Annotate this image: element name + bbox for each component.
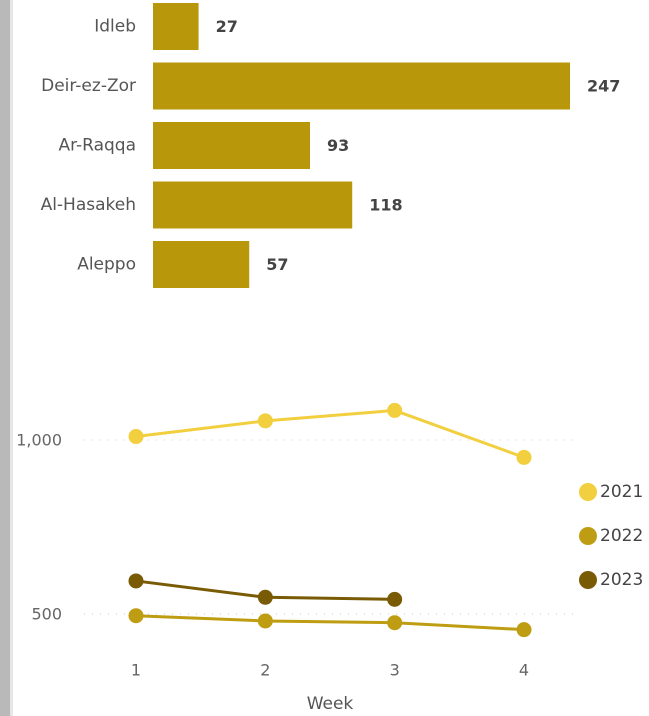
bar-value-label: 57	[266, 255, 288, 274]
series-point-2022	[257, 613, 273, 629]
y-tick-label: 500	[31, 605, 62, 624]
bar-chart: Idleb 27 Deir-ez-Zor 247 Ar-Raqqa 93 Al-Hasake…	[41, 3, 620, 288]
series-point-2023	[387, 591, 403, 607]
series-point-2021	[516, 449, 532, 465]
left-border-highlight	[10, 0, 13, 716]
bar-value-label: 118	[369, 196, 402, 215]
left-border	[0, 0, 10, 716]
x-tick-label: 3	[390, 661, 400, 680]
legend-label: 2021	[600, 482, 643, 502]
series-point-2022	[516, 622, 532, 638]
series-point-2021	[257, 413, 273, 429]
bar-value-label: 27	[216, 17, 238, 36]
series-point-2023	[128, 573, 144, 589]
bar-category-label: Deir-ez-Zor	[41, 76, 136, 96]
series-point-2021	[387, 402, 403, 418]
bar-value-label: 247	[587, 77, 620, 96]
bar-category-label: Ar-Raqqa	[58, 136, 136, 156]
bar-deir-ez-zor	[153, 62, 570, 110]
legend-marker-2022	[579, 527, 597, 545]
series-point-2022	[128, 608, 144, 624]
series-point-2023	[257, 589, 273, 605]
x-tick-label: 4	[519, 661, 529, 680]
series-point-2021	[128, 429, 144, 445]
series-point-2022	[387, 615, 403, 631]
bar-al-hasakeh	[153, 181, 353, 229]
y-tick-label: 1,000	[16, 431, 62, 450]
bar-idleb	[153, 3, 199, 50]
x-tick-label: 1	[131, 661, 141, 680]
bar-category-label: Al-Hasakeh	[41, 195, 136, 215]
series-line-2021	[135, 408, 525, 459]
legend-marker-2021	[579, 483, 597, 501]
bar-category-label: Aleppo	[77, 255, 136, 275]
x-tick-label: 2	[260, 661, 270, 680]
bar-category-label: Idleb	[94, 17, 136, 37]
bar-value-label: 93	[327, 136, 349, 155]
x-axis-title: Week	[307, 694, 354, 714]
line-chart: 500 1,000 1 2 3 4 Week 2021 2022 2023	[16, 402, 643, 714]
bar-aleppo	[153, 241, 250, 288]
legend-label: 2023	[600, 570, 643, 590]
legend-label: 2022	[600, 526, 643, 546]
bar-ar-raqqa	[153, 122, 311, 169]
legend-marker-2023	[579, 571, 597, 589]
series-line-2022	[135, 614, 525, 632]
